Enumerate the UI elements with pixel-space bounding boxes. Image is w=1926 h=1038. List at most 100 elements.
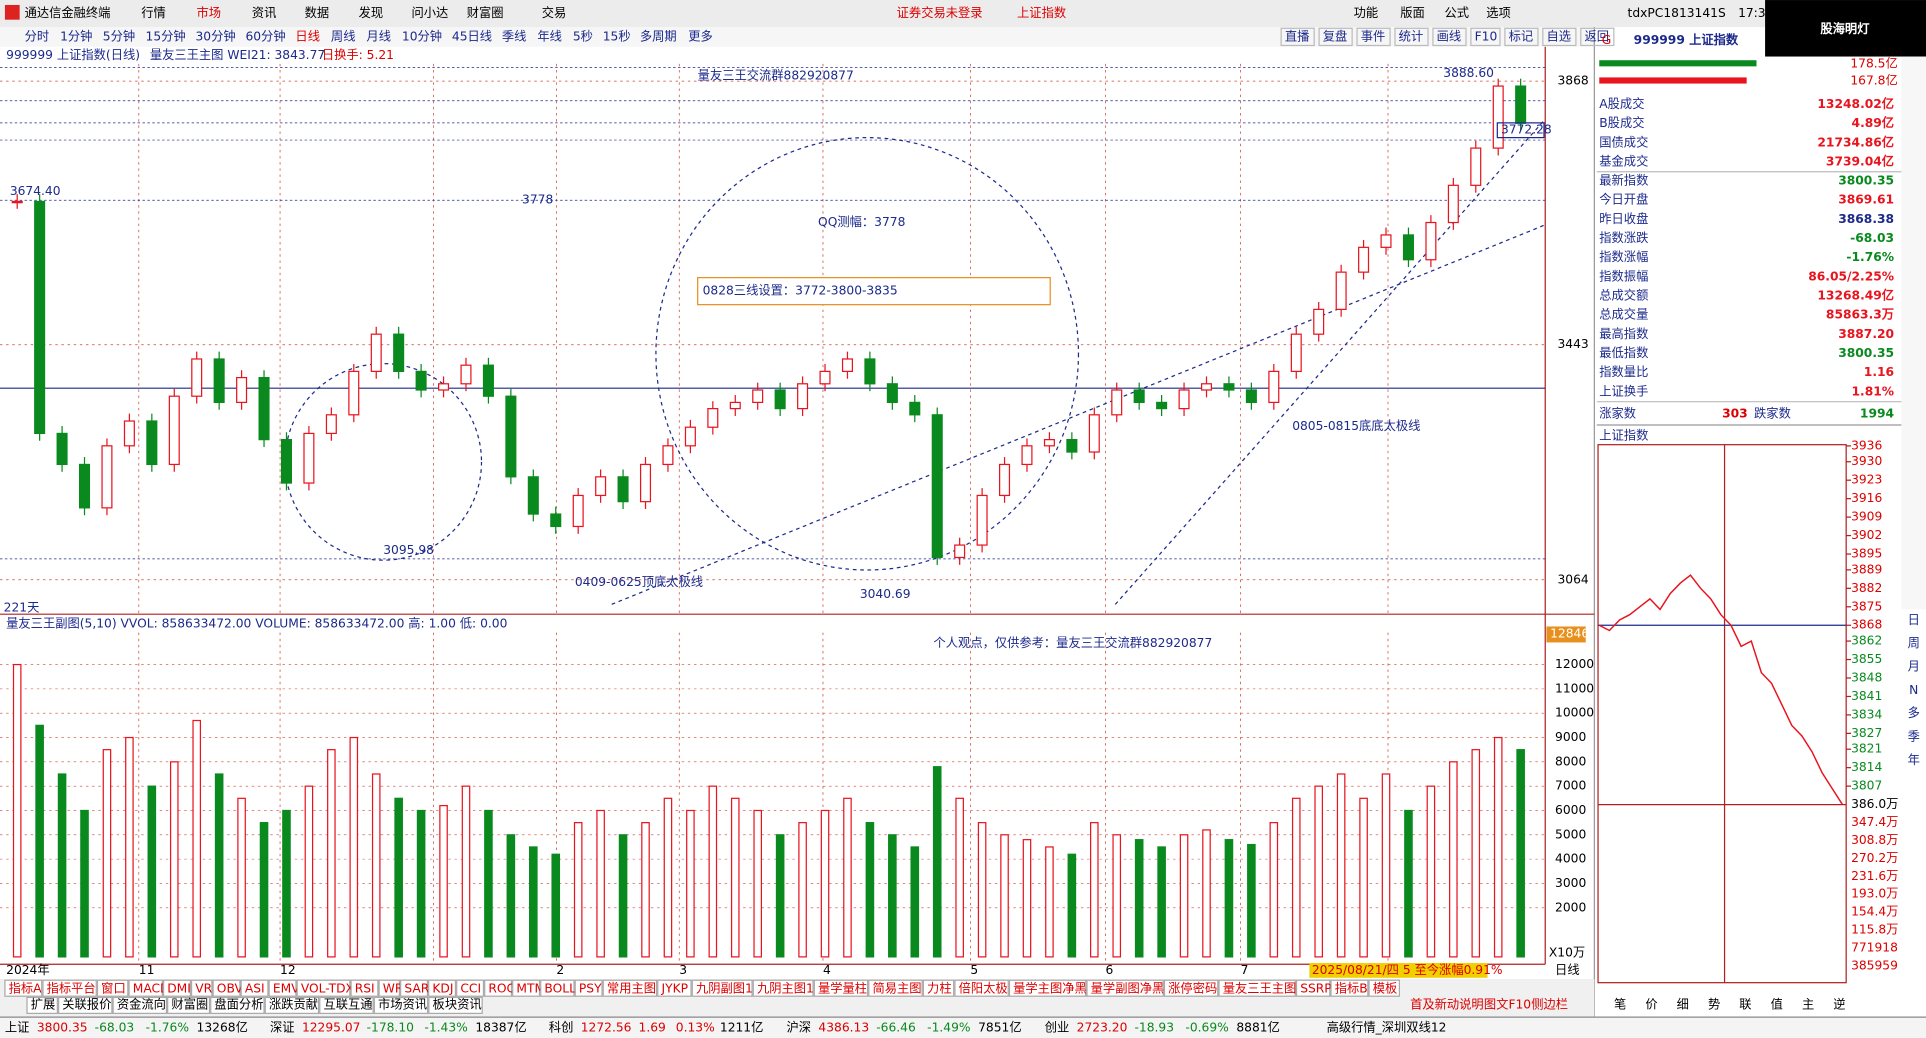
strip-tab[interactable]: 月 [1908, 660, 1920, 674]
period-tab[interactable]: 更多 [688, 29, 713, 43]
info-tab[interactable]: 资金流向 [117, 996, 166, 1011]
strip-tab[interactable]: 周 [1908, 636, 1920, 650]
indicator-tab[interactable]: VOL-TDX [301, 981, 355, 995]
indicator-tab[interactable]: MTM [516, 981, 545, 995]
info-tab[interactable]: 财富圈 [171, 996, 208, 1011]
tool-tab[interactable]: 返回 [1584, 29, 1609, 43]
menu-item[interactable]: 交易 [542, 5, 567, 20]
indicator-tab[interactable]: 涨停密码 [1168, 980, 1217, 995]
info-tab[interactable]: 互联互通 [323, 997, 372, 1011]
indicator-tab[interactable]: 量学副图净黑 [1091, 980, 1165, 995]
info-tab[interactable]: 涨跌贡献 [269, 996, 318, 1011]
indicator-tab[interactable]: 量学主图净黑 [1013, 980, 1087, 995]
intraday-tab[interactable]: 值 [1771, 996, 1783, 1011]
indicator-tab[interactable]: WR [383, 981, 404, 995]
strip-tab[interactable]: 年 [1908, 753, 1920, 767]
indicator-tab[interactable]: 指标B [1335, 980, 1368, 995]
info-tab[interactable]: 图文F10 [1484, 996, 1531, 1011]
info-tab[interactable]: 市场资讯 [378, 996, 427, 1011]
indicator-tab[interactable]: JYKP [660, 981, 688, 995]
info-tab[interactable]: 侧边栏 [1531, 996, 1568, 1011]
indicator-tab[interactable]: RSI [355, 981, 375, 995]
menu-item[interactable]: 行情 [141, 6, 166, 20]
period-tab[interactable]: 年线 [537, 29, 562, 43]
top-menu-item[interactable]: 公式 [1445, 6, 1470, 20]
period-tab[interactable]: 5分钟 [103, 28, 135, 43]
intraday-tab[interactable]: 联 [1739, 997, 1751, 1011]
indicator-tab[interactable]: 窗口 [101, 981, 126, 995]
indicator-tab[interactable]: VR [195, 981, 212, 995]
tool-tab[interactable]: 复盘 [1323, 28, 1348, 43]
indicator-tab[interactable]: 指标A [9, 980, 43, 995]
period-tab[interactable]: 60分钟 [245, 28, 285, 43]
strip-tab[interactable]: 日 [1908, 613, 1920, 627]
intraday-tab[interactable]: 势 [1708, 997, 1720, 1011]
tool-tab[interactable]: F10 [1475, 29, 1498, 43]
tool-tab[interactable]: 自选 [1547, 29, 1572, 43]
indicator-tab[interactable]: CCI [460, 981, 481, 995]
info-tab[interactable]: 首及新动说明 [1410, 996, 1484, 1011]
strip-tab[interactable]: N [1909, 683, 1918, 697]
info-tab[interactable]: 板块资讯 [433, 997, 482, 1011]
indicator-tab[interactable]: OBV [217, 981, 244, 995]
intraday-tab[interactable]: 细 [1677, 997, 1689, 1011]
indicator-tab[interactable]: 倍阳太极 [959, 980, 1008, 995]
period-tab[interactable]: 季线 [502, 29, 527, 43]
menu-item[interactable]: 资讯 [252, 6, 277, 20]
indicator-tab[interactable]: 九阴副图1 [696, 980, 753, 995]
indicator-tab[interactable]: EMV [273, 981, 300, 995]
period-tab[interactable]: 5秒 [573, 29, 593, 43]
indicator-tab[interactable]: 量友三王主图 [1223, 981, 1297, 995]
top-menu-item[interactable]: 功能 [1354, 6, 1379, 20]
info-tab[interactable]: 关联报价 [62, 996, 111, 1011]
intraday-tab[interactable]: 笔 [1614, 996, 1626, 1011]
indicator-tab[interactable]: PSY [579, 981, 602, 995]
period-tab[interactable]: 15分钟 [146, 28, 186, 43]
intraday-tab[interactable]: 主 [1802, 997, 1814, 1011]
period-tab[interactable]: 1分钟 [60, 28, 92, 43]
intraday-tab[interactable]: 逆 [1833, 996, 1845, 1011]
menu-item[interactable]: 问小达 [411, 6, 448, 20]
top-menu-item[interactable]: 选项 [1486, 6, 1511, 20]
indicator-tab[interactable]: ROC [488, 981, 515, 995]
menu-item[interactable]: 财富圈 [467, 5, 504, 20]
tool-tab[interactable]: 画线 [1437, 29, 1462, 43]
indicator-tab[interactable]: 九阴主图1 [757, 981, 814, 995]
indicator-tab[interactable]: 常用主图 [607, 981, 656, 995]
period-tab[interactable]: 10分钟 [402, 28, 442, 43]
period-tab[interactable]: 月线 [366, 29, 391, 43]
period-tab[interactable]: 45日线 [452, 29, 492, 43]
period-tab[interactable]: 日线 [295, 29, 320, 43]
indicator-tab[interactable]: BOLL [544, 981, 576, 995]
tool-tab[interactable]: 直播 [1285, 29, 1310, 43]
period-tab[interactable]: 多周期 [640, 29, 677, 43]
indicator-tab[interactable]: 量学量柱 [818, 980, 867, 995]
tool-tab[interactable]: 事件 [1361, 29, 1386, 43]
strip-tab[interactable]: 多 [1908, 706, 1920, 720]
tool-tab[interactable]: 标记 [1509, 29, 1534, 43]
intraday-tab[interactable]: 价 [1645, 997, 1657, 1011]
menu-item[interactable]: 发现 [359, 5, 384, 20]
period-tab[interactable]: 15秒 [603, 29, 631, 43]
period-tab[interactable]: 周线 [331, 29, 356, 43]
indicator-tab[interactable]: ASI [245, 981, 265, 995]
info-tab[interactable]: 扩展 [31, 997, 56, 1011]
indicator-tab[interactable]: 模板 [1373, 981, 1398, 995]
menu-item[interactable]: 市场 [197, 5, 222, 20]
indicator-tab[interactable]: SAR [404, 981, 429, 995]
indicator-tab[interactable]: MACD [133, 981, 170, 995]
menu-item[interactable]: 数据 [305, 5, 330, 20]
info-tab[interactable]: 盘面分析 [214, 996, 263, 1011]
stat-value: 13268.49亿 [1817, 288, 1894, 303]
period-tab[interactable]: 分时 [25, 29, 50, 43]
indicator-tab[interactable]: DMI [167, 981, 191, 995]
strip-tab[interactable]: 季 [1908, 730, 1920, 744]
top-menu-item[interactable]: 版面 [1400, 6, 1425, 20]
indicator-tab[interactable]: 指标平台 [47, 980, 96, 995]
tool-tab[interactable]: 统计 [1399, 29, 1424, 43]
indicator-tab[interactable]: 力柱 [927, 980, 952, 995]
indicator-tab[interactable]: SSRP [1300, 981, 1332, 995]
indicator-tab[interactable]: KDJ [432, 981, 453, 995]
indicator-tab[interactable]: 简易主图 [873, 981, 922, 995]
period-tab[interactable]: 30分钟 [195, 28, 235, 43]
